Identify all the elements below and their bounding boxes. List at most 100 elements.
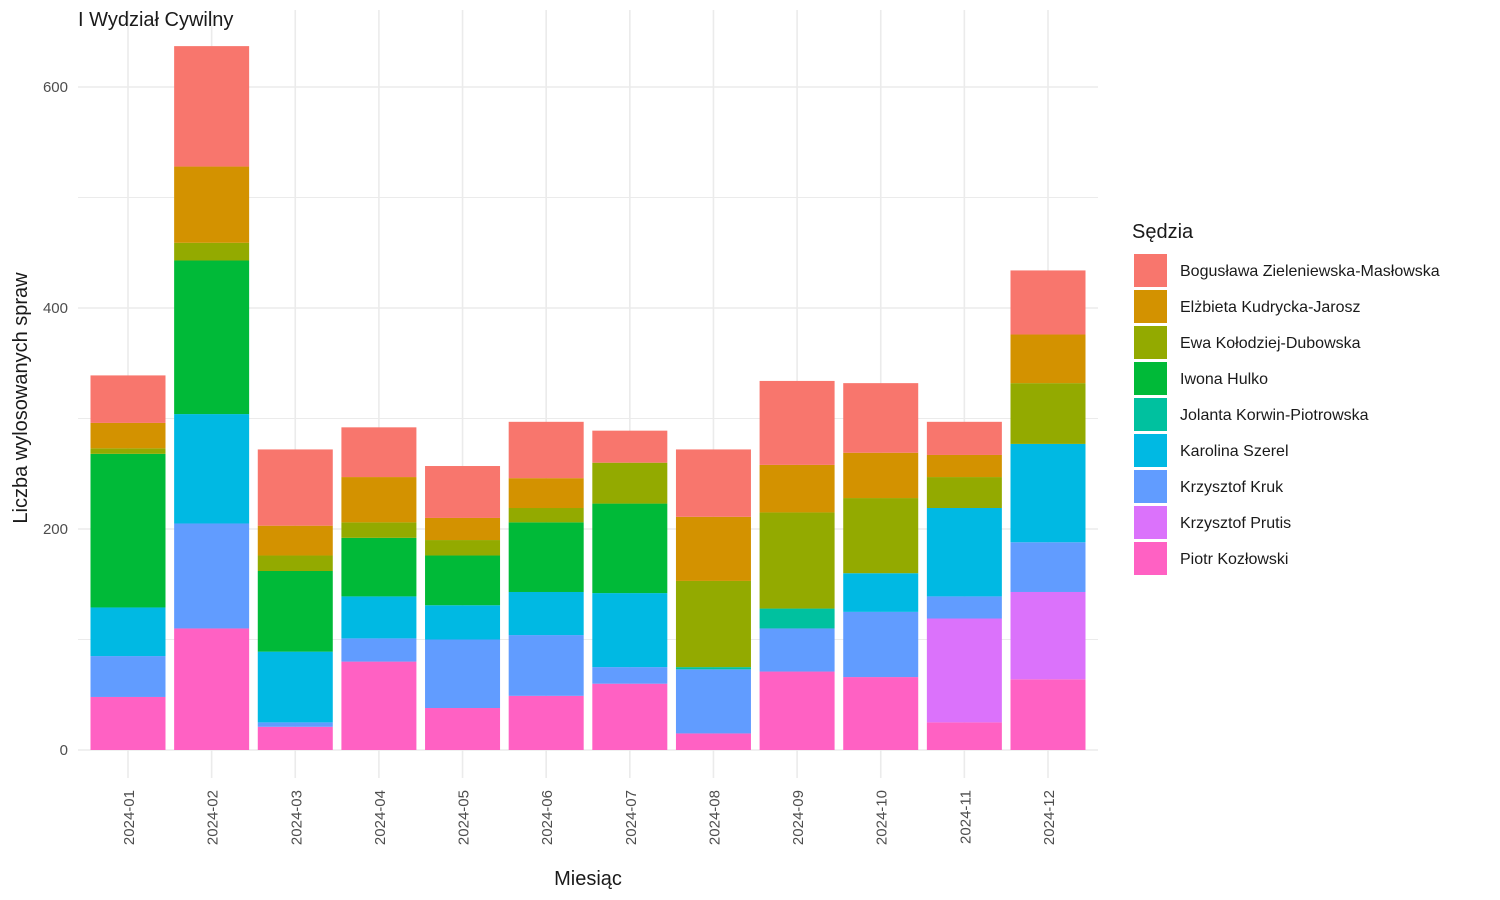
- bar-segment: [675, 733, 751, 750]
- bar-segment: [1010, 443, 1086, 543]
- legend-swatch: [1134, 506, 1167, 539]
- bar-segment: [174, 628, 250, 750]
- y-tick-label: 200: [43, 521, 68, 538]
- x-tick-label: 2024-02: [205, 790, 222, 845]
- bar-segment: [508, 522, 584, 592]
- legend-swatch: [1134, 326, 1167, 359]
- bar-segment: [675, 580, 751, 668]
- bar-segment: [90, 422, 166, 449]
- x-tick-label: 2024-06: [539, 790, 556, 845]
- legend-swatch: [1134, 542, 1167, 575]
- bar-segment: [341, 638, 417, 662]
- bar-segment: [425, 639, 501, 709]
- legend-label: Jolanta Korwin-Piotrowska: [1180, 407, 1369, 424]
- bar-segment: [90, 375, 166, 423]
- bar-segment: [675, 449, 751, 517]
- legend-swatch: [1134, 434, 1167, 467]
- bar-segment: [425, 540, 501, 556]
- bar-segment: [675, 667, 751, 670]
- bar-segment: [675, 516, 751, 581]
- bar-segment: [90, 607, 166, 657]
- bar-segment: [425, 555, 501, 606]
- bar-segment: [843, 452, 919, 499]
- bar-segment: [508, 591, 584, 636]
- x-tick-label: 2024-09: [790, 790, 807, 845]
- legend-label: Krzysztof Kruk: [1180, 479, 1284, 496]
- bar-segment: [1010, 542, 1086, 592]
- bar-segment: [508, 421, 584, 479]
- bar-segment: [592, 593, 668, 668]
- bar-segment: [675, 669, 751, 734]
- bar-segment: [174, 260, 250, 415]
- bar-segment: [425, 466, 501, 518]
- bar-segment: [174, 523, 250, 629]
- bar-segment: [341, 537, 417, 597]
- bar-segment: [592, 503, 668, 594]
- bar-segment: [759, 608, 835, 629]
- legend-label: Iwona Hulko: [1180, 371, 1268, 388]
- x-tick-label: 2024-01: [121, 790, 138, 845]
- y-axis-ticks: 0 200 400 600: [43, 79, 68, 759]
- y-axis-title: Liczba wylosowanych spraw: [10, 272, 32, 524]
- bar-segment: [508, 508, 584, 523]
- bar-segment: [257, 449, 333, 526]
- bar-segment: [1010, 334, 1086, 384]
- legend-swatch: [1134, 398, 1167, 431]
- legend-swatch: [1134, 362, 1167, 395]
- bar-segment: [90, 656, 166, 697]
- bar-segment: [508, 695, 584, 750]
- bar-segment: [1010, 679, 1086, 750]
- bar-segment: [257, 651, 333, 723]
- bar-segment: [508, 635, 584, 696]
- x-tick-label: 2024-07: [623, 790, 640, 845]
- bar-segment: [257, 570, 333, 652]
- bar-segment: [843, 677, 919, 750]
- bar-segment: [926, 596, 1002, 619]
- bar-segment: [1010, 383, 1086, 444]
- bar-segment: [1010, 270, 1086, 335]
- legend-title: Sędzia: [1132, 221, 1194, 243]
- bar-segment: [592, 667, 668, 684]
- bar-segment: [843, 383, 919, 453]
- x-tick-label: 2024-08: [706, 790, 723, 845]
- x-tick-label: 2024-03: [288, 790, 305, 845]
- bar-segment: [843, 573, 919, 612]
- bar-segment: [926, 454, 1002, 478]
- bar-segment: [341, 427, 417, 478]
- bar-segment: [592, 430, 668, 463]
- bar-segment: [174, 46, 250, 167]
- legend: Sędzia Bogusława Zieleniewska-Masłowska E…: [1132, 221, 1440, 575]
- x-tick-label: 2024-10: [874, 790, 891, 845]
- bar-segment: [425, 605, 501, 640]
- legend-label: Bogusława Zieleniewska-Masłowska: [1180, 263, 1440, 280]
- x-tick-label: 2024-04: [372, 790, 389, 845]
- legend-label: Ewa Kołodziej-Dubowska: [1180, 335, 1361, 352]
- bar-segment: [90, 448, 166, 454]
- legend-swatch: [1134, 254, 1167, 287]
- bar-segment: [341, 522, 417, 538]
- bar-segment: [759, 380, 835, 465]
- x-axis-title: Miesiąc: [554, 868, 622, 890]
- bar-segment: [759, 671, 835, 750]
- bar-segment: [759, 628, 835, 672]
- bar-segment: [257, 525, 333, 556]
- legend-swatch: [1134, 290, 1167, 323]
- x-axis-ticks: 2024-01 2024-02 2024-03 2024-04 2024-05 2024-…: [121, 790, 1058, 845]
- bar-segment: [592, 683, 668, 750]
- bar-segment: [174, 166, 250, 243]
- bar-segment: [341, 661, 417, 750]
- bar-segment: [843, 611, 919, 678]
- bar-segment: [341, 477, 417, 523]
- legend-swatch: [1134, 470, 1167, 503]
- x-tick-label: 2024-12: [1041, 790, 1058, 845]
- legend-label: Elżbieta Kudrycka-Jarosz: [1180, 299, 1361, 316]
- bar-segment: [759, 512, 835, 609]
- chart-title: I Wydział Cywilny: [78, 9, 233, 31]
- bar-segment: [257, 726, 333, 750]
- bar-segment: [843, 498, 919, 574]
- bar-segment: [174, 242, 250, 261]
- bar-segment: [926, 477, 1002, 509]
- y-tick-label: 400: [43, 300, 68, 317]
- bar-segment: [926, 722, 1002, 750]
